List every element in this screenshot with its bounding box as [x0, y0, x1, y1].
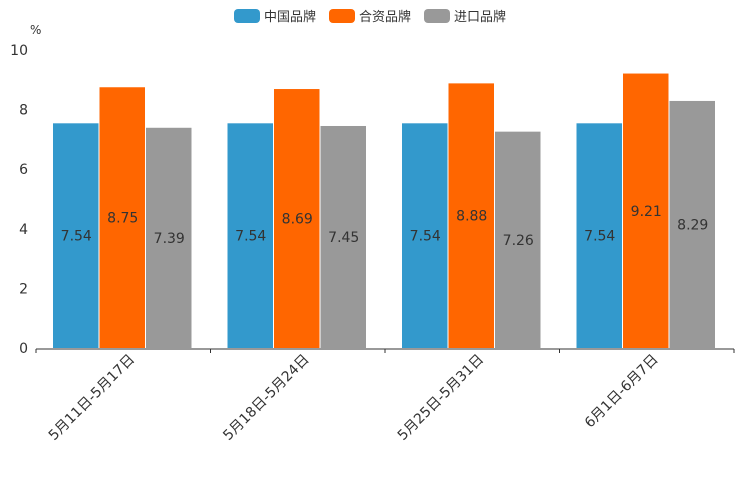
data-label: 7.39: [154, 231, 185, 247]
legend-label: 合资品牌: [359, 9, 411, 25]
y-axis-unit: %: [30, 23, 41, 37]
x-tick-label: 6月1日-6月7日: [582, 352, 662, 432]
data-label: 8.69: [282, 212, 313, 228]
data-label: 9.21: [631, 204, 662, 220]
y-tick-label: 8: [19, 103, 28, 119]
data-label: 7.54: [235, 229, 266, 245]
x-tick-label: 5月18日-5月24日: [220, 352, 312, 444]
bar: [320, 125, 366, 349]
bar: [576, 123, 622, 348]
bar: [99, 87, 145, 348]
x-tick-label: 5月11日-5月17日: [46, 352, 138, 444]
data-label: 7.54: [61, 229, 92, 245]
data-label: 8.88: [456, 209, 487, 225]
data-label: 7.54: [584, 229, 615, 245]
data-label: 7.45: [328, 230, 359, 246]
data-label: 8.75: [107, 211, 138, 227]
bar: [227, 123, 273, 348]
y-tick-label: 4: [19, 222, 28, 238]
bar: [623, 73, 669, 349]
data-label: 7.26: [503, 233, 534, 249]
legend-swatch: [234, 9, 260, 23]
legend-label: 进口品牌: [454, 9, 506, 25]
bar: [146, 127, 192, 348]
data-label: 7.54: [410, 229, 441, 245]
bar: [274, 89, 320, 349]
y-tick-label: 2: [19, 281, 28, 297]
x-tick-label: 5月25日-5月31日: [395, 352, 487, 444]
bar: [495, 131, 541, 348]
bar: [448, 83, 494, 348]
data-label: 8.29: [677, 217, 708, 233]
y-tick-label: 0: [19, 341, 28, 357]
bar: [53, 123, 99, 348]
y-tick-label: 10: [10, 43, 28, 59]
legend-swatch: [424, 9, 450, 23]
bar: [402, 123, 448, 348]
legend-label: 中国品牌: [264, 9, 316, 25]
legend-swatch: [329, 9, 355, 23]
y-tick-label: 6: [19, 162, 28, 178]
bar: [669, 100, 715, 348]
